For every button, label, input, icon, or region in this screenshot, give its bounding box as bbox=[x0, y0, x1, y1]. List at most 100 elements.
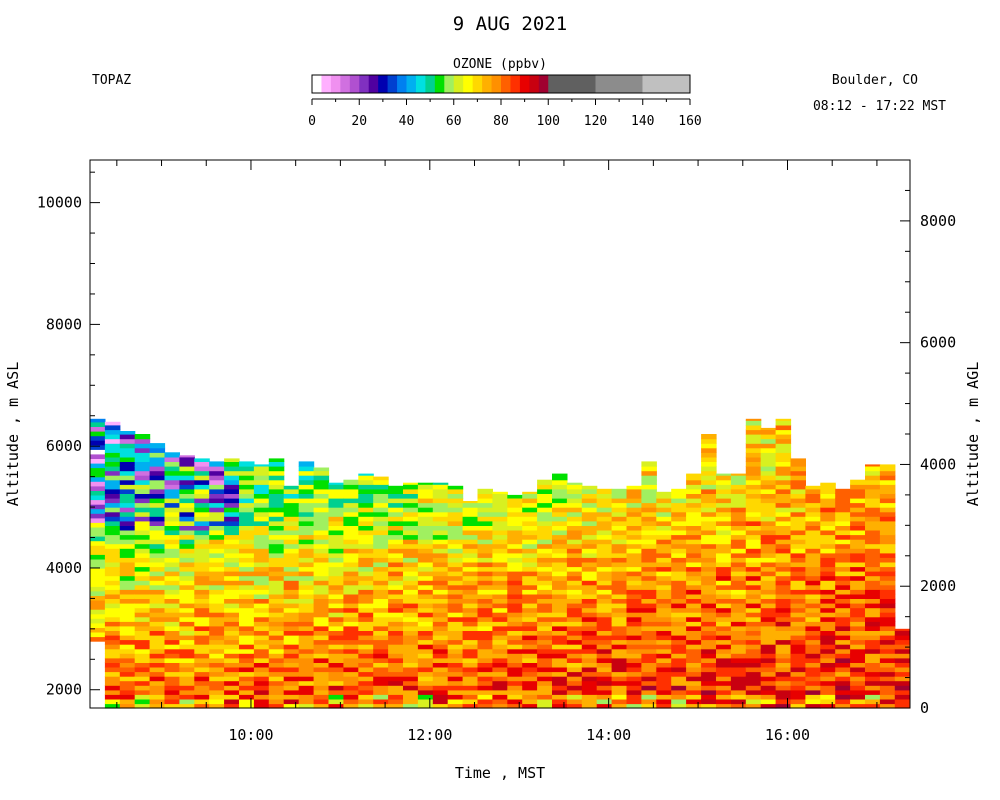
heatmap-cell bbox=[149, 511, 166, 517]
heatmap-cell bbox=[537, 607, 553, 613]
heatmap-cell bbox=[477, 571, 493, 577]
heatmap-cell bbox=[298, 479, 315, 485]
heatmap-cell bbox=[179, 603, 195, 609]
heatmap-cell bbox=[209, 657, 225, 663]
heatmap-cell bbox=[730, 571, 747, 577]
heatmap-cell bbox=[879, 475, 896, 481]
heatmap-cell bbox=[298, 680, 315, 686]
heatmap-cell bbox=[417, 557, 434, 563]
heatmap-cell bbox=[641, 470, 657, 476]
heatmap-cell bbox=[358, 607, 374, 613]
heatmap-cell bbox=[313, 598, 330, 604]
heatmap-cell bbox=[194, 639, 210, 645]
heatmap-cell bbox=[656, 589, 672, 595]
heatmap-cell bbox=[581, 534, 598, 540]
heatmap-cell bbox=[566, 680, 583, 686]
heatmap-cell bbox=[268, 589, 285, 595]
heatmap-cell bbox=[447, 698, 464, 705]
heatmap-cell bbox=[566, 616, 583, 622]
heatmap-cell bbox=[239, 529, 255, 536]
heatmap-cell bbox=[790, 507, 806, 513]
heatmap-cell bbox=[805, 680, 821, 686]
heatmap-cell bbox=[716, 475, 732, 481]
heatmap-cell bbox=[358, 671, 374, 677]
heatmap-cell bbox=[641, 612, 657, 618]
heatmap-cell bbox=[388, 694, 404, 700]
heatmap-cell bbox=[626, 525, 642, 531]
heatmap-cell bbox=[149, 584, 166, 590]
heatmap-cell bbox=[328, 511, 344, 517]
heatmap-cell bbox=[268, 580, 285, 586]
heatmap-cell bbox=[492, 616, 508, 622]
colorbar-tick-label: 20 bbox=[351, 114, 367, 129]
heatmap-cell bbox=[552, 534, 568, 540]
heatmap-cell bbox=[209, 552, 225, 558]
heatmap-cell bbox=[596, 603, 613, 609]
heatmap-cell bbox=[656, 616, 672, 622]
heatmap-cell bbox=[790, 488, 806, 494]
heatmap-cell bbox=[522, 662, 538, 668]
heatmap-cell bbox=[328, 593, 344, 599]
heatmap-cell bbox=[850, 689, 866, 695]
heatmap-cell bbox=[626, 557, 642, 563]
heatmap-cell bbox=[716, 616, 732, 622]
heatmap-cell bbox=[224, 497, 240, 504]
heatmap-cell bbox=[104, 676, 121, 682]
heatmap-cell bbox=[641, 580, 657, 586]
heatmap-cell bbox=[790, 584, 806, 590]
heatmap-cell bbox=[820, 639, 836, 645]
heatmap-cell bbox=[507, 603, 523, 609]
heatmap-cell bbox=[119, 484, 136, 490]
heatmap-cell bbox=[268, 703, 285, 709]
heatmap-cell bbox=[328, 694, 344, 700]
heatmap-cell bbox=[865, 662, 881, 668]
heatmap-cell bbox=[134, 561, 151, 568]
heatmap-cell bbox=[626, 644, 642, 650]
heatmap-cell bbox=[805, 566, 821, 572]
heatmap-cell bbox=[403, 507, 419, 513]
heatmap-cell bbox=[552, 566, 568, 572]
heatmap-cell bbox=[492, 657, 508, 663]
heatmap-cell bbox=[90, 540, 106, 546]
heatmap-cell bbox=[403, 662, 419, 668]
heatmap-cell bbox=[626, 511, 642, 517]
heatmap-cell bbox=[701, 571, 717, 577]
heatmap-cell bbox=[164, 666, 180, 673]
heatmap-cell bbox=[224, 520, 240, 526]
heatmap-cell bbox=[552, 612, 568, 618]
heatmap-cell bbox=[611, 685, 628, 691]
heatmap-cell bbox=[835, 539, 851, 545]
heatmap-cell bbox=[716, 589, 732, 595]
heatmap-cell bbox=[611, 644, 628, 650]
x-tick-label: 14:00 bbox=[586, 726, 631, 744]
heatmap-cell bbox=[566, 607, 583, 613]
heatmap-cell bbox=[686, 529, 702, 536]
heatmap-cell bbox=[775, 557, 792, 563]
heatmap-cell bbox=[492, 634, 508, 641]
heatmap-cell bbox=[611, 557, 628, 563]
heatmap-cell bbox=[373, 534, 389, 540]
heatmap-cell bbox=[730, 493, 747, 499]
heatmap-cell bbox=[686, 511, 702, 517]
heatmap-cell bbox=[879, 571, 896, 577]
heatmap-cell bbox=[224, 479, 240, 485]
heatmap-cell bbox=[745, 598, 762, 604]
heatmap-cell bbox=[224, 703, 240, 709]
heatmap-cell bbox=[775, 607, 792, 613]
heatmap-cell bbox=[119, 461, 136, 467]
heatmap-cell bbox=[760, 516, 777, 522]
heatmap-cell bbox=[879, 644, 896, 650]
heatmap-cell bbox=[775, 598, 792, 604]
heatmap-cell bbox=[268, 548, 285, 554]
colorbar-swatch bbox=[519, 75, 530, 93]
heatmap-cell bbox=[373, 607, 389, 613]
heatmap-cell bbox=[805, 488, 821, 494]
heatmap-cell bbox=[626, 698, 642, 705]
heatmap-cell bbox=[641, 534, 657, 540]
heatmap-cell bbox=[507, 584, 523, 590]
heatmap-cell bbox=[760, 479, 777, 485]
heatmap-cell bbox=[268, 557, 285, 563]
heatmap-cell bbox=[656, 529, 672, 536]
heatmap-cell bbox=[90, 572, 106, 578]
heatmap-cell bbox=[134, 612, 151, 618]
